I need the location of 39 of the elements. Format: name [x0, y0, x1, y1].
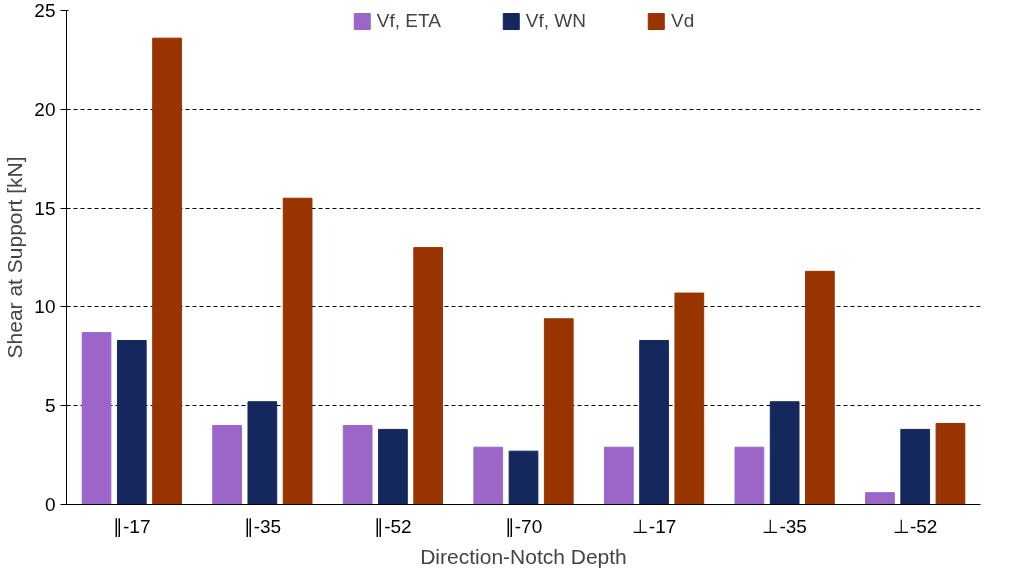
bar — [152, 37, 182, 505]
bar — [378, 428, 408, 505]
bar — [473, 446, 504, 505]
y-tick-label: 10 — [34, 296, 56, 318]
legend-label: Vf, WN — [525, 10, 586, 32]
x-tick-label: ∥-17 — [113, 515, 151, 538]
y-axis-title: Shear at Support [kN] — [3, 156, 27, 359]
bar — [342, 424, 373, 505]
y-tick-label: 15 — [34, 197, 56, 219]
x-tick-label: ∥-35 — [243, 515, 282, 538]
bar — [413, 247, 444, 505]
bar — [116, 339, 147, 505]
bar — [769, 401, 800, 505]
x-tick-label: ∥-52 — [374, 515, 412, 538]
x-tick-label: ⊥-35 — [762, 515, 807, 537]
bar — [865, 492, 895, 505]
bar — [603, 446, 634, 505]
bar — [212, 424, 242, 505]
bar — [282, 197, 313, 505]
y-tick-label: 25 — [34, 0, 56, 21]
bar — [543, 318, 574, 505]
bar — [639, 339, 669, 505]
bar — [81, 332, 112, 505]
legend-label: Vf, ETA — [376, 10, 441, 32]
bar — [734, 446, 765, 505]
y-tick-label: 5 — [44, 395, 56, 417]
x-tick-label: ∥-70 — [504, 515, 543, 538]
legend-label: Vd — [670, 10, 695, 32]
x-axis-title: Direction-Notch Depth — [420, 544, 627, 568]
bar — [508, 450, 539, 505]
bar — [935, 422, 966, 505]
bar — [805, 270, 835, 505]
y-tick-label: 20 — [34, 98, 56, 120]
x-tick-label: ⊥-17 — [631, 515, 677, 537]
bar — [900, 428, 931, 505]
y-tick-label: 0 — [44, 494, 56, 515]
bar — [674, 292, 705, 505]
x-tick-label: ⊥-52 — [892, 515, 938, 537]
bar — [247, 401, 278, 505]
